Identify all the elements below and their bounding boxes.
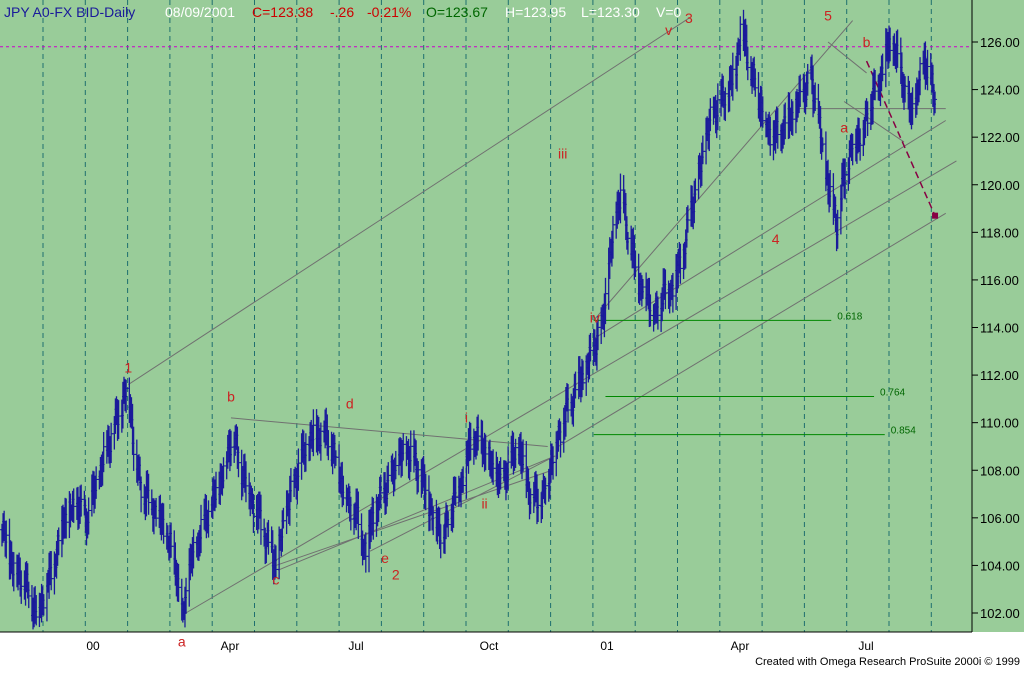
y-axis-panel [972, 0, 1024, 632]
x-tick-label: Jul [348, 639, 363, 653]
wave-label: 5 [824, 8, 832, 24]
wave-label: i [465, 410, 468, 426]
x-tick-label: 00 [86, 639, 100, 653]
channel-line [127, 17, 690, 386]
wave-label: 3 [685, 10, 693, 26]
y-tick-label: 108.00 [980, 463, 1020, 478]
x-tick-label: Apr [221, 639, 240, 653]
y-tick-label: 126.00 [980, 35, 1020, 50]
y-tick-label: 110.00 [980, 416, 1019, 431]
wave-label: b [227, 388, 235, 404]
x-tick-label: Apr [731, 639, 750, 653]
y-tick-label: 124.00 [980, 83, 1020, 98]
wave-label: iv [590, 310, 600, 326]
channel-line [369, 455, 556, 552]
fib-label: 0.854 [891, 426, 916, 437]
y-tick-label: 116.00 [980, 273, 1019, 288]
y-tick-label: 104.00 [980, 558, 1020, 573]
wave-label: iii [558, 146, 567, 162]
x-tick-label: Oct [480, 639, 499, 653]
wave-label: 1 [124, 360, 132, 376]
wave-label: a [840, 119, 848, 135]
x-tick-label: Jul [858, 639, 873, 653]
header-change: -.26 [330, 4, 354, 20]
wave-label: 4 [772, 231, 780, 247]
projection-target [932, 212, 939, 219]
y-tick-label: 120.00 [980, 178, 1020, 193]
wave-label: ii [481, 495, 487, 511]
y-tick-label: 102.00 [980, 606, 1020, 621]
header-low: L=123.30 [581, 4, 640, 20]
header-date: 08/09/2001 [165, 4, 235, 20]
wave-label: 2 [392, 567, 400, 583]
header-close: C=123.38 [252, 4, 313, 20]
wave-label: b [863, 34, 871, 50]
credit-text: Created with Omega Research ProSuite 200… [755, 656, 1020, 668]
x-tick-label: 01 [600, 639, 614, 653]
fib-label: 0.764 [880, 387, 905, 398]
fib-label: 0.618 [837, 311, 862, 322]
channel-line [230, 417, 548, 447]
channel-line [843, 101, 905, 143]
axes: 00 Apr Jul Oct 01 Apr Jul102.00104.00106.00108… [0, 0, 1020, 653]
header-volume: V=0 [656, 4, 682, 20]
wave-label: e [381, 550, 389, 566]
header-open: O=123.67 [426, 4, 488, 20]
wave-label: d [346, 395, 354, 411]
channel-line [277, 455, 556, 571]
y-tick-label: 118.00 [980, 225, 1019, 240]
channel-line [558, 212, 946, 447]
header-high: H=123.95 [505, 4, 566, 20]
wave-label: v [665, 22, 672, 38]
wave-label: a [178, 633, 186, 649]
y-tick-label: 114.00 [980, 321, 1019, 336]
y-tick-label: 112.00 [980, 368, 1019, 383]
footer-band [0, 652, 1024, 669]
channel-line [827, 41, 867, 74]
header-change-pct: -0.21% [367, 4, 411, 20]
channel-line [592, 120, 947, 340]
channel-line [181, 160, 957, 616]
y-tick-label: 106.00 [980, 511, 1020, 526]
header-symbol: JPY A0-FX BID-Daily [4, 4, 135, 20]
channel-line [593, 20, 854, 321]
grid [42, 0, 932, 632]
price-bars [0, 9, 938, 630]
plot-area [0, 0, 972, 632]
wave-label: c [272, 571, 279, 587]
y-tick-label: 122.00 [980, 130, 1020, 145]
